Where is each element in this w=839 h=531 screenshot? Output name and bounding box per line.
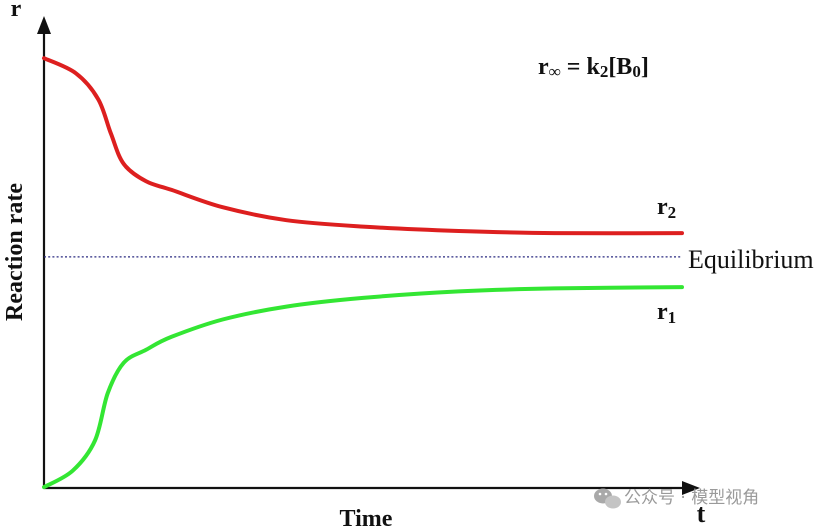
- series-r2-label-sub: 2: [668, 203, 677, 222]
- formula-b-sub: 0: [632, 62, 641, 81]
- series-r2-line: [42, 56, 684, 236]
- series-r1-label: r1: [657, 299, 676, 327]
- y-axis-arrow-icon: [37, 16, 51, 34]
- x-axis-symbol: t: [697, 499, 706, 528]
- series-r2-label: r2: [657, 194, 676, 222]
- formula-op: = k: [561, 54, 601, 80]
- formula-bracket-open: [B: [608, 54, 632, 80]
- series-r2-label-base: r: [657, 194, 668, 220]
- y-axis-symbol: r: [11, 0, 22, 22]
- y-axis-title: Reaction rate: [2, 183, 28, 321]
- x-axis-arrow-icon: [682, 481, 700, 495]
- series-r1-line: [42, 285, 684, 490]
- equilibrium-label: Equilibrium: [688, 245, 814, 274]
- formula-k-sub: 2: [600, 62, 609, 81]
- series-r1-label-sub: 1: [668, 308, 677, 327]
- formula-lhs-base: r: [538, 54, 549, 80]
- watermark-text: 公众号 · 模型视角: [624, 488, 759, 508]
- series-r1-label-base: r: [657, 299, 668, 325]
- formula: r∞ = k2[B0]: [538, 54, 649, 81]
- formula-lhs-sub: ∞: [549, 62, 561, 81]
- formula-bracket-close: ]: [641, 54, 649, 80]
- watermark: 公众号 · 模型视角: [594, 488, 759, 509]
- x-axis-title: Time: [340, 506, 393, 531]
- wechat-icon: [594, 488, 621, 509]
